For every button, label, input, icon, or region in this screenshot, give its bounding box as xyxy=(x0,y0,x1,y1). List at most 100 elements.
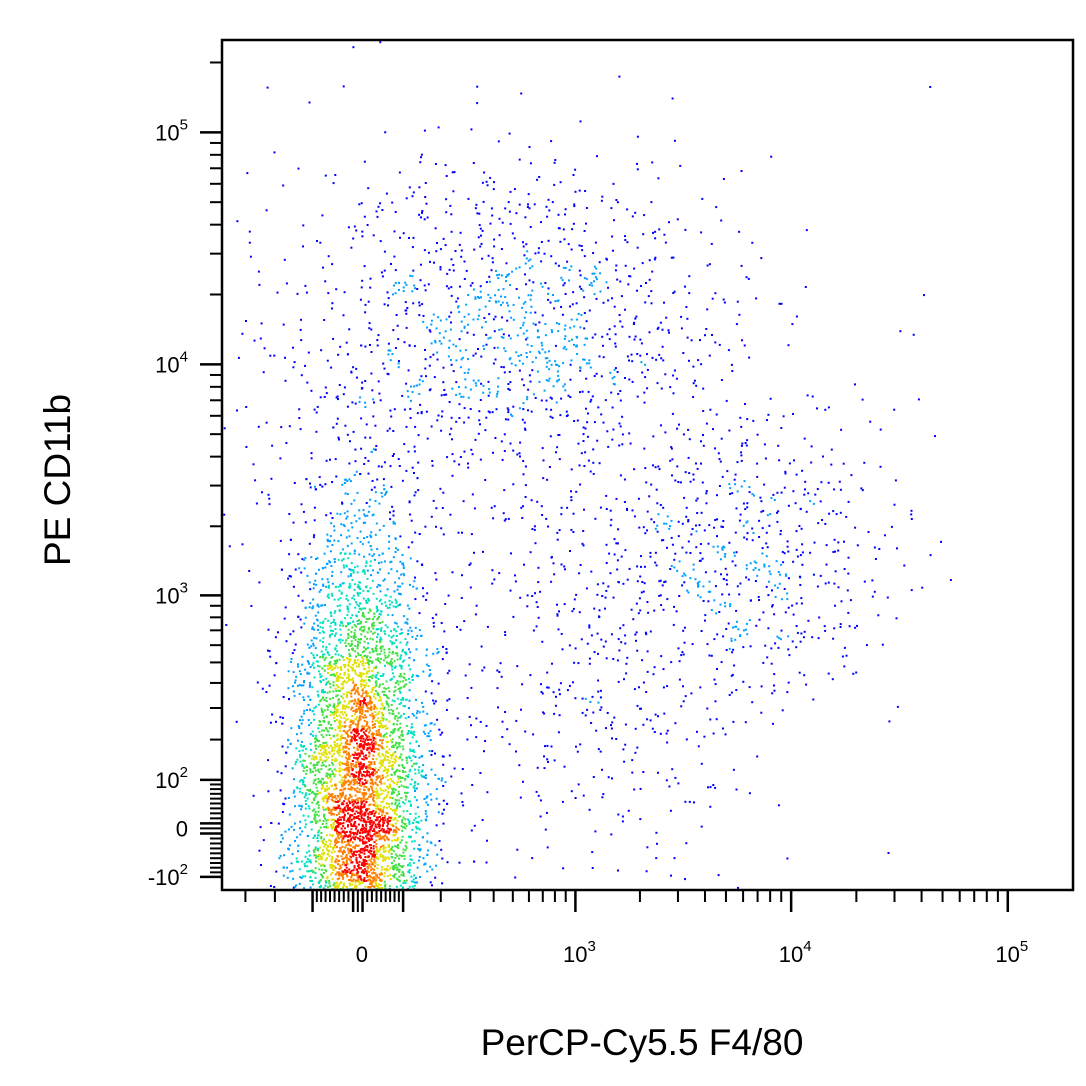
data-point xyxy=(355,229,358,232)
data-point xyxy=(425,202,428,205)
data-point xyxy=(508,358,511,361)
data-point xyxy=(388,748,391,751)
data-point xyxy=(536,370,539,373)
data-point xyxy=(708,654,711,657)
data-point xyxy=(318,739,321,742)
data-point xyxy=(699,686,702,689)
data-point xyxy=(392,514,395,517)
data-point xyxy=(396,746,399,749)
data-point xyxy=(835,513,838,516)
data-point xyxy=(290,825,293,828)
data-point xyxy=(334,585,337,588)
data-point xyxy=(616,278,619,281)
data-point xyxy=(581,249,584,252)
data-point xyxy=(385,490,388,493)
data-point xyxy=(756,462,759,465)
data-point xyxy=(488,391,491,394)
data-point xyxy=(488,411,491,414)
data-point xyxy=(654,256,657,259)
data-point xyxy=(548,350,550,353)
data-point xyxy=(306,643,309,646)
data-point xyxy=(404,281,407,284)
data-point xyxy=(278,857,281,860)
data-point xyxy=(412,786,415,789)
data-point xyxy=(435,613,438,616)
data-point xyxy=(379,699,382,702)
data-point xyxy=(288,828,290,831)
data-point xyxy=(295,747,298,750)
data-point xyxy=(683,581,686,584)
data-point xyxy=(563,565,566,568)
data-point xyxy=(458,403,461,406)
data-point xyxy=(472,288,475,291)
data-point xyxy=(512,318,515,321)
data-point xyxy=(746,532,749,535)
data-point xyxy=(402,851,405,854)
data-point xyxy=(721,526,724,528)
data-point xyxy=(779,529,782,532)
data-point xyxy=(309,769,312,771)
data-point xyxy=(497,300,500,303)
data-point xyxy=(402,785,405,788)
data-point xyxy=(655,488,658,491)
data-point xyxy=(450,294,453,297)
data-point xyxy=(532,393,535,396)
data-point xyxy=(332,712,335,715)
data-point xyxy=(609,509,612,512)
data-point xyxy=(695,530,698,533)
data-point xyxy=(777,804,780,807)
data-point xyxy=(328,690,331,693)
data-point xyxy=(633,321,636,324)
data-point xyxy=(361,629,364,632)
data-point xyxy=(653,258,656,261)
data-point xyxy=(659,504,662,506)
data-point xyxy=(384,724,387,727)
data-point xyxy=(490,207,493,210)
data-point xyxy=(647,611,650,614)
data-point xyxy=(301,719,304,722)
data-point xyxy=(558,227,561,230)
data-point xyxy=(416,560,419,563)
data-point xyxy=(570,499,573,502)
data-point xyxy=(325,807,328,810)
data-point xyxy=(398,764,401,767)
data-point xyxy=(409,813,412,815)
data-point xyxy=(583,296,586,299)
data-point xyxy=(405,841,408,844)
data-point xyxy=(368,608,371,611)
data-point xyxy=(417,489,420,492)
data-point xyxy=(762,509,765,512)
data-point xyxy=(416,806,419,809)
data-point xyxy=(408,862,411,865)
data-point xyxy=(411,675,413,678)
data-point xyxy=(756,433,759,436)
data-point xyxy=(730,691,733,694)
data-point xyxy=(404,798,407,801)
data-point xyxy=(332,684,335,687)
data-point xyxy=(443,389,446,391)
data-point xyxy=(391,865,394,868)
data-point xyxy=(660,655,663,658)
data-point xyxy=(508,273,510,276)
data-point xyxy=(339,345,342,348)
data-point xyxy=(313,636,316,639)
data-point xyxy=(552,385,555,388)
data-point xyxy=(311,880,313,882)
data-point xyxy=(751,241,754,244)
data-point xyxy=(590,634,593,637)
data-point xyxy=(609,371,612,374)
data-point xyxy=(382,362,385,365)
data-point xyxy=(362,614,365,617)
data-point xyxy=(313,408,316,411)
data-point xyxy=(405,786,408,789)
data-point xyxy=(448,433,451,436)
data-point xyxy=(414,817,417,820)
data-point xyxy=(316,628,319,631)
data-point xyxy=(302,684,305,687)
data-point xyxy=(640,555,642,558)
data-point xyxy=(644,376,647,379)
data-point xyxy=(367,611,370,614)
data-point xyxy=(367,628,370,631)
data-point xyxy=(319,241,322,244)
data-point xyxy=(429,881,432,884)
